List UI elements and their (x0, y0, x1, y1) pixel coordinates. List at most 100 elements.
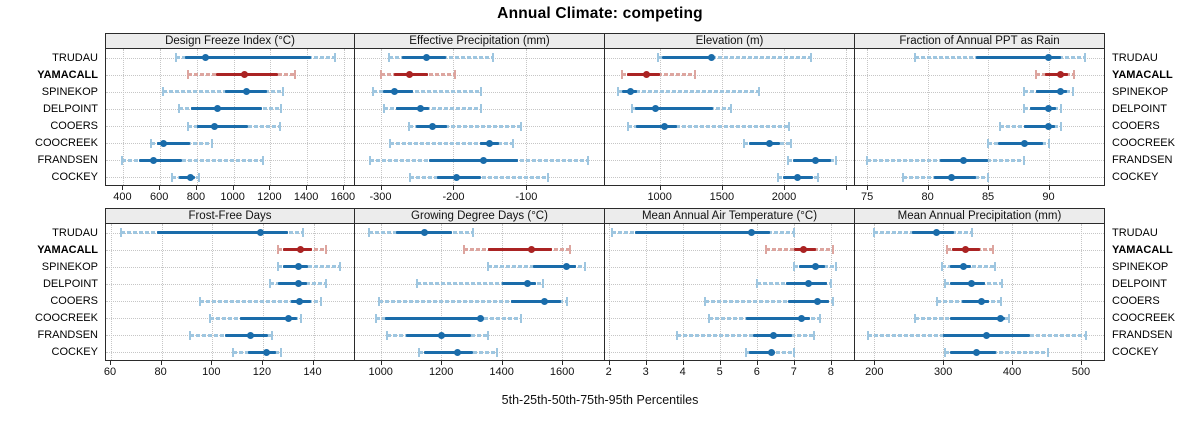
panel-title: Effective Precipitation (mm) (409, 35, 550, 47)
gridline-horizontal (355, 232, 604, 234)
iqr-bar-25th-75th (423, 350, 473, 354)
gridline-vertical (682, 224, 684, 360)
axis-tick (160, 361, 162, 365)
whisker-5th-95th (390, 141, 514, 145)
axis-tick-label: 3 (642, 366, 649, 378)
axis-tick-label: 120 (252, 366, 272, 378)
whisker-cap (480, 87, 483, 97)
gridline-horizontal (855, 232, 1104, 234)
median-dot (797, 314, 805, 322)
gridline-horizontal (106, 143, 354, 145)
whisker-cap (940, 262, 943, 272)
axis-tick (380, 186, 382, 190)
panel-title: Fraction of Annual PPT as Rain (899, 35, 1060, 47)
whisker-cap (818, 313, 821, 323)
whisker-cap (270, 330, 273, 340)
gridline-vertical (1012, 224, 1014, 360)
median-dot (452, 173, 460, 181)
axis-tick (380, 361, 382, 365)
whisker-cap (409, 172, 412, 182)
panel (105, 224, 355, 361)
station-label-left: TRUDAU (52, 226, 98, 239)
whisker-cap (1084, 330, 1087, 340)
iqr-bar-25th-75th (488, 248, 552, 252)
whisker-cap (282, 87, 285, 97)
whisker-cap (913, 313, 916, 323)
whisker-cap (161, 87, 164, 97)
whisker-cap (866, 155, 869, 165)
whisker-cap (765, 245, 767, 255)
gridline-vertical (313, 224, 315, 360)
whisker-cap (453, 70, 456, 80)
median-dot (213, 105, 221, 113)
axis-tick (122, 186, 124, 190)
gridline-vertical (1048, 49, 1050, 185)
iqr-bar-25th-75th (962, 299, 989, 303)
median-dot (768, 348, 776, 356)
panel (355, 224, 605, 361)
gridline-vertical (874, 224, 876, 360)
axis-tick-label: 500 (1071, 366, 1091, 378)
station-label-right: TRUDAU (1112, 226, 1158, 239)
whisker-cap (813, 330, 816, 340)
axis-tick-label: 80 (154, 366, 167, 378)
panel-title: Elevation (m) (695, 35, 764, 47)
median-dot (428, 122, 436, 130)
whisker-cap (999, 121, 1002, 131)
axis-tick (526, 186, 528, 190)
gridline-horizontal (855, 143, 1104, 145)
median-dot (406, 71, 414, 79)
axis-tick (110, 361, 112, 365)
gridline-vertical (659, 49, 661, 185)
panel (855, 224, 1105, 361)
whisker-cap (302, 228, 305, 238)
gridline-horizontal (605, 143, 854, 145)
whisker-cap (546, 172, 549, 182)
axis-tick (211, 361, 213, 365)
whisker-cap (703, 296, 706, 306)
median-dot (210, 122, 218, 130)
iqr-bar-25th-75th (745, 316, 811, 320)
gridline-vertical (212, 224, 214, 360)
axis-tick-label: 1600 (330, 191, 356, 203)
iqr-bar-25th-75th (395, 107, 430, 111)
median-dot (626, 88, 634, 96)
whisker-cap (512, 138, 515, 148)
whisker-cap (991, 245, 994, 255)
iqr-bar-25th-75th (156, 231, 289, 235)
median-dot (421, 229, 429, 237)
iqr-bar-25th-75th (950, 350, 996, 354)
median-dot (652, 105, 660, 113)
axis-tick (195, 186, 197, 190)
gridline-horizontal (855, 74, 1104, 76)
whisker-cap (417, 347, 420, 357)
median-dot (297, 246, 305, 254)
gridline-horizontal (106, 352, 354, 354)
iqr-bar-25th-75th (636, 124, 678, 128)
whisker-cap (171, 172, 174, 182)
station-label-right: SPINEKOP (1112, 85, 1169, 98)
median-dot (1057, 88, 1065, 96)
whisker-cap (519, 121, 522, 131)
axis-tick-label: 1000 (647, 191, 672, 203)
axis-tick-label: 8 (827, 366, 834, 378)
axis-tick-label: -100 (515, 191, 538, 203)
gridline-vertical (846, 49, 848, 185)
gridline-horizontal (605, 177, 854, 179)
whisker-cap (369, 155, 372, 165)
gridline-vertical (526, 49, 528, 185)
axis-tick-label: 1200 (428, 366, 454, 378)
station-label-left: TRUDAU (52, 51, 98, 64)
axis-tick-label: -200 (442, 191, 465, 203)
gridline-horizontal (605, 352, 854, 354)
station-label-right: FRANDSEN (1112, 154, 1173, 167)
whisker-cap (279, 347, 282, 357)
whisker-cap (626, 121, 629, 131)
whisker-5th-95th (618, 90, 760, 94)
whisker-cap (231, 347, 234, 357)
station-label-right: TRUDAU (1112, 51, 1158, 64)
panel (605, 224, 855, 361)
whisker-cap (178, 104, 181, 114)
axis-tick-label: 1200 (257, 191, 282, 203)
whisker-cap (299, 313, 302, 323)
